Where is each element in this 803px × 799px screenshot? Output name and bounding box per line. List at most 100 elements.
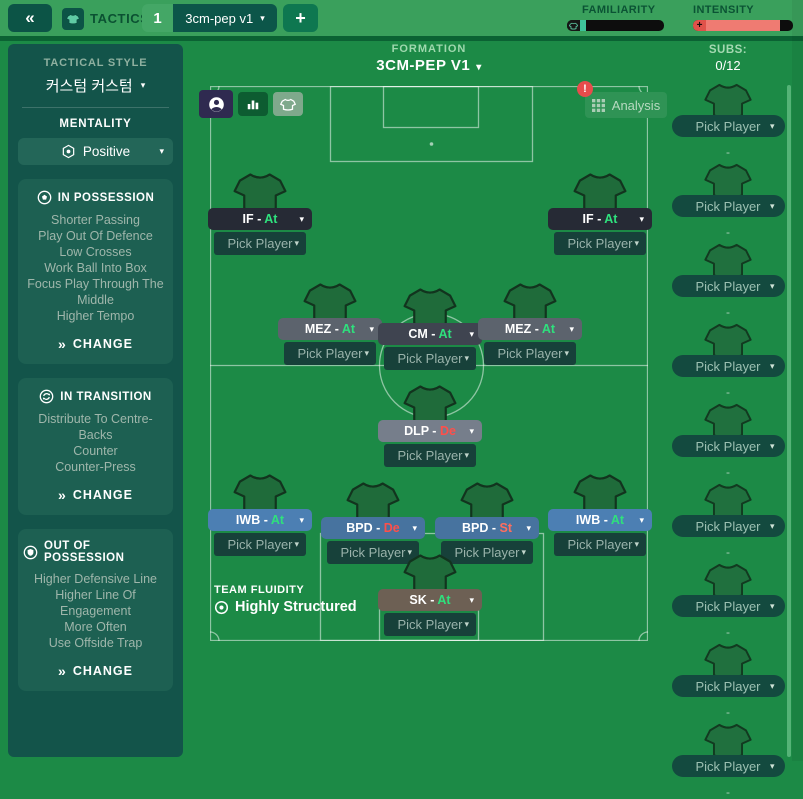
role-name: BPD - bbox=[346, 521, 384, 535]
jersey-icon[interactable] bbox=[345, 479, 401, 522]
pitch-player-slot: BPD - De ▾ Pick Player ▾ bbox=[321, 479, 425, 564]
intensity-meter: + bbox=[693, 20, 793, 31]
kit-mini-icon bbox=[567, 20, 580, 31]
jersey-icon[interactable] bbox=[232, 471, 288, 514]
back-button[interactable]: « bbox=[8, 4, 52, 32]
role-dropdown[interactable]: BPD - St ▾ bbox=[435, 517, 539, 539]
jersey-icon[interactable] bbox=[232, 170, 288, 213]
role-name: MEZ - bbox=[304, 322, 342, 336]
chevron-down-icon: ▾ bbox=[299, 514, 304, 525]
jersey-icon[interactable] bbox=[402, 382, 458, 425]
transition-icon bbox=[39, 389, 54, 404]
stats-view-button[interactable] bbox=[238, 92, 268, 116]
jersey-icon[interactable] bbox=[502, 280, 558, 323]
pick-player-dropdown[interactable]: Pick Player ▾ bbox=[384, 444, 476, 467]
chevron-down-icon: ▾ bbox=[769, 360, 775, 371]
jersey-icon[interactable] bbox=[402, 285, 458, 328]
section-title: IN POSSESSION bbox=[57, 191, 155, 204]
pick-player-dropdown[interactable]: Pick Player ▾ bbox=[671, 435, 785, 457]
analysis-label: Analysis bbox=[611, 97, 661, 113]
role-dropdown[interactable]: DLP - De ▾ bbox=[378, 420, 482, 442]
pick-player-label: Pick Player bbox=[695, 118, 761, 134]
pick-player-dropdown[interactable]: Pick Player ▾ bbox=[671, 115, 785, 137]
sub-slot: Pick Player ▾ - bbox=[666, 81, 790, 159]
role-dropdown[interactable]: SK - At ▾ bbox=[378, 589, 482, 611]
tactical-style-value: 커스텀 커스텀 bbox=[45, 78, 133, 95]
change-button[interactable]: » CHANGE bbox=[23, 336, 168, 352]
empty-value: - bbox=[726, 545, 730, 559]
pick-player-dropdown[interactable]: Pick Player ▾ bbox=[671, 275, 785, 297]
pitch-player-slot: IWB - At ▾ Pick Player ▾ bbox=[208, 471, 312, 556]
role-dropdown[interactable]: BPD - De ▾ bbox=[321, 517, 425, 539]
mentality-dropdown[interactable]: Positive ▾ bbox=[18, 138, 173, 165]
pick-player-dropdown[interactable]: Pick Player ▾ bbox=[671, 355, 785, 377]
pick-player-dropdown[interactable]: Pick Player ▾ bbox=[554, 533, 646, 556]
pick-player-label: Pick Player bbox=[695, 598, 761, 614]
jersey-icon bbox=[703, 321, 753, 359]
pitch-player-slot: BPD - St ▾ Pick Player ▾ bbox=[435, 479, 539, 564]
instruction-item: Focus Play Through The Middle bbox=[27, 277, 164, 307]
pick-player-dropdown[interactable]: Pick Player ▾ bbox=[671, 675, 785, 697]
double-chevron-icon: » bbox=[58, 336, 66, 352]
role-dropdown[interactable]: MEZ - At ▾ bbox=[478, 318, 582, 340]
pick-player-label: Pick Player bbox=[695, 518, 761, 534]
player-view-button[interactable] bbox=[199, 90, 233, 118]
analysis-button[interactable]: Analysis bbox=[585, 92, 667, 118]
role-dropdown[interactable]: MEZ - At ▾ bbox=[278, 318, 382, 340]
intensity-fill bbox=[706, 20, 780, 31]
pitch-player-slot: IF - At ▾ Pick Player ▾ bbox=[548, 170, 652, 255]
role-duty: At bbox=[341, 322, 356, 336]
tactic-tab-number[interactable]: 1 bbox=[142, 4, 173, 32]
role-dropdown[interactable]: IF - At ▾ bbox=[548, 208, 652, 230]
familiarity-fill bbox=[580, 20, 586, 31]
window-edge bbox=[792, 0, 803, 761]
jersey-icon[interactable] bbox=[302, 280, 358, 323]
chevron-down-icon: ▾ bbox=[299, 213, 304, 224]
plus-mini-icon: + bbox=[693, 20, 706, 31]
pick-player-dropdown[interactable]: Pick Player ▾ bbox=[441, 541, 533, 564]
pick-player-dropdown[interactable]: Pick Player ▾ bbox=[554, 232, 646, 255]
chevron-down-icon: ▾ bbox=[564, 348, 569, 358]
role-name: DLP - bbox=[404, 424, 440, 438]
formation-dropdown[interactable]: 3CM-PEP V1 ▾ bbox=[210, 57, 648, 74]
pick-player-dropdown[interactable]: Pick Player ▾ bbox=[284, 342, 376, 365]
pick-player-dropdown[interactable]: Pick Player ▾ bbox=[214, 232, 306, 255]
add-tactic-button[interactable]: + bbox=[283, 4, 318, 32]
pick-player-dropdown[interactable]: Pick Player ▾ bbox=[384, 347, 476, 370]
empty-value: - bbox=[726, 465, 730, 479]
jersey-icon[interactable] bbox=[572, 170, 628, 213]
jersey-icon[interactable] bbox=[402, 551, 458, 594]
jersey-icon[interactable] bbox=[459, 479, 515, 522]
empty-value: - bbox=[726, 305, 730, 319]
empty-value: - bbox=[726, 385, 730, 399]
role-dropdown[interactable]: IWB - At ▾ bbox=[208, 509, 312, 531]
familiarity-label: FAMILIARITY bbox=[582, 4, 656, 16]
kit-view-button[interactable] bbox=[273, 92, 303, 116]
instruction-item: More Often bbox=[64, 620, 127, 634]
mentality-shield-icon bbox=[61, 144, 76, 159]
role-dropdown[interactable]: IF - At ▾ bbox=[208, 208, 312, 230]
formation-label: FORMATION bbox=[391, 43, 467, 55]
change-label: CHANGE bbox=[72, 488, 133, 502]
pick-player-dropdown[interactable]: Pick Player ▾ bbox=[214, 533, 306, 556]
jersey-icon[interactable] bbox=[572, 471, 628, 514]
instruction-item: Work Ball Into Box bbox=[44, 261, 147, 275]
pick-player-dropdown[interactable]: Pick Player ▾ bbox=[671, 595, 785, 617]
pick-player-dropdown[interactable]: Pick Player ▾ bbox=[484, 342, 576, 365]
tactical-style-dropdown[interactable]: 커스텀 커스텀 ▾ bbox=[8, 75, 183, 96]
pick-player-dropdown[interactable]: Pick Player ▾ bbox=[671, 515, 785, 537]
role-dropdown[interactable]: IWB - At ▾ bbox=[548, 509, 652, 531]
chevron-down-icon: ▾ bbox=[412, 522, 417, 533]
role-duty: St bbox=[499, 521, 513, 535]
role-dropdown[interactable]: CM - At ▾ bbox=[378, 323, 482, 345]
pick-player-dropdown[interactable]: Pick Player ▾ bbox=[671, 755, 785, 777]
subs-scrollbar[interactable] bbox=[787, 85, 791, 757]
mentality-label: MENTALITY bbox=[59, 118, 132, 130]
tactic-name-dropdown[interactable]: 3cm-pep v1 ▾ bbox=[173, 4, 277, 32]
pick-player-dropdown[interactable]: Pick Player ▾ bbox=[327, 541, 419, 564]
instruction-item: Low Crosses bbox=[59, 245, 132, 259]
change-button[interactable]: » CHANGE bbox=[23, 663, 168, 679]
pick-player-dropdown[interactable]: Pick Player ▾ bbox=[384, 613, 476, 636]
change-button[interactable]: » CHANGE bbox=[23, 487, 168, 503]
pick-player-dropdown[interactable]: Pick Player ▾ bbox=[671, 195, 785, 217]
